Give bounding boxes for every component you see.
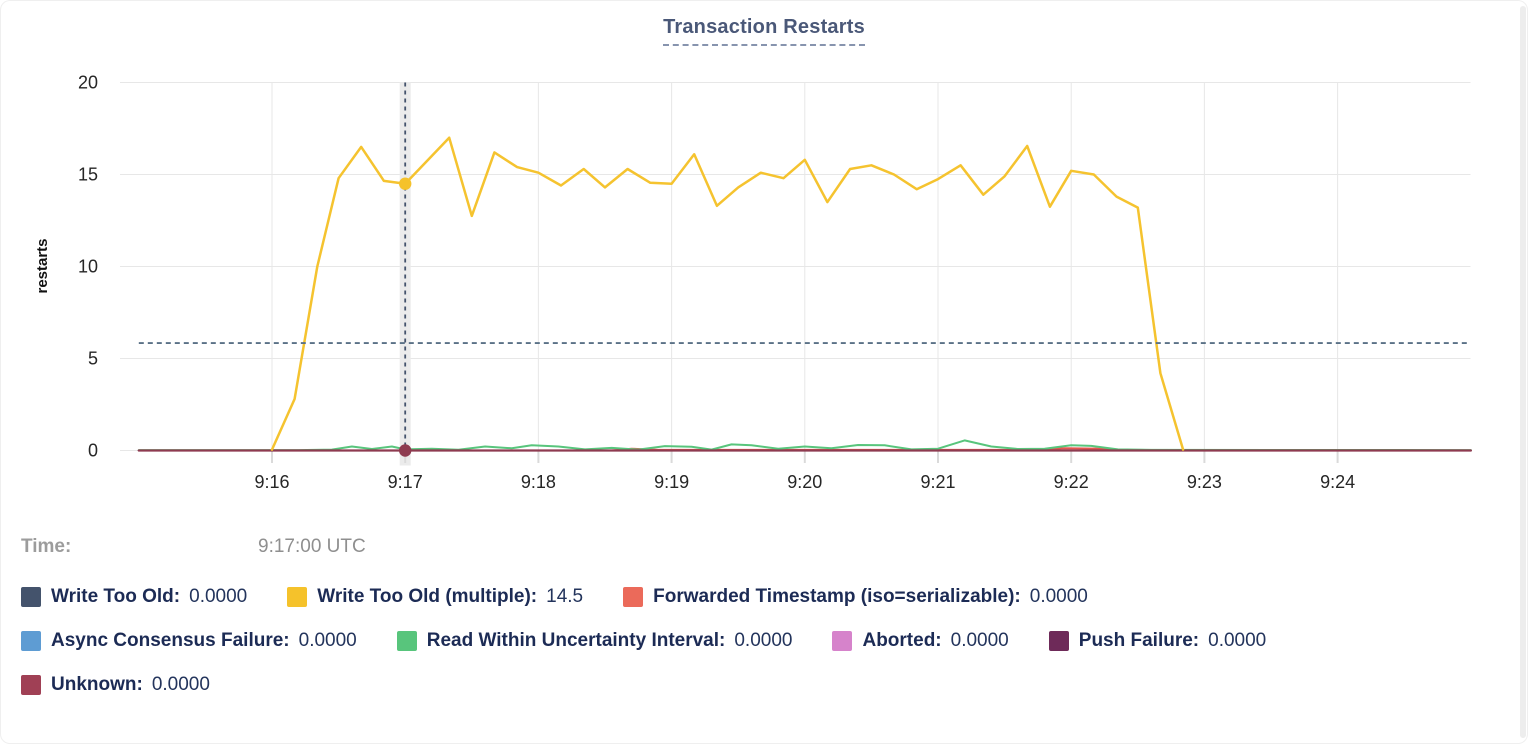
chart-title-wrap: Transaction Restarts — [0, 16, 1528, 46]
legend-value: 0.0000 — [189, 586, 248, 607]
legend-label: Push Failure: — [1078, 630, 1200, 651]
legend-swatch-icon — [21, 675, 41, 695]
legend-row: Unknown: 0.0000 — [21, 674, 1504, 696]
legend-swatch-icon — [1048, 631, 1069, 651]
hover-point-write-too-old-multiple- — [399, 177, 412, 190]
legend-label: Forwarded Timestamp (iso=serializable): — [653, 586, 1021, 607]
legend-value: 0.0000 — [298, 630, 357, 651]
legend-label: Read Within Uncertainty Interval: — [426, 630, 726, 651]
legend-label: Aborted: — [862, 630, 942, 651]
legend-value: 0.0000 — [734, 630, 793, 651]
legend-label: Async Consensus Failure: — [51, 630, 290, 651]
legend-item-aborted[interactable]: Aborted: 0.0000 — [832, 630, 1009, 652]
x-tick-label: 9:22 — [1054, 472, 1089, 492]
x-tick-label: 9:24 — [1320, 472, 1355, 492]
x-tick-label: 9:17 — [388, 472, 423, 492]
legend-value: 0.0000 — [1029, 586, 1088, 607]
y-tick-label: 5 — [88, 349, 98, 369]
legend-swatch-icon — [21, 631, 41, 651]
chart-title[interactable]: Transaction Restarts — [663, 16, 865, 46]
legend-item-write-too-old[interactable]: Write Too Old: 0.0000 — [21, 586, 247, 608]
y-axis-title: restarts — [34, 238, 51, 293]
legend-item-push-failure[interactable]: Push Failure: 0.0000 — [1048, 630, 1267, 652]
chart-hover-area[interactable] — [120, 83, 1471, 451]
chart-legend: Write Too Old: 0.0000 Write Too Old (multi… — [21, 586, 1504, 718]
legend-item-read-within-uncertainty-interval[interactable]: Read Within Uncertainty Interval: 0.0000 — [396, 630, 793, 652]
legend-label: Unknown: — [51, 674, 143, 695]
x-tick-label: 9:16 — [254, 472, 289, 492]
x-tick-label: 9:21 — [920, 472, 955, 492]
x-tick-label: 9:20 — [787, 472, 822, 492]
x-axis: 9:16 9:17 9:18 9:19 9:20 9:21 9:22 9:23 9:24 — [254, 450, 1355, 492]
series-line-write-too-old-multiple- — [270, 136, 1185, 451]
time-value: 9:17:00 UTC — [258, 536, 366, 557]
legend-label: Write Too Old: — [51, 586, 181, 607]
legend-swatch-icon — [396, 631, 417, 651]
time-label: Time: — [21, 536, 72, 557]
legend-item-unknown[interactable]: Unknown: 0.0000 — [21, 674, 210, 696]
legend-value: 0.0000 — [950, 630, 1009, 651]
y-tick-label: 0 — [88, 441, 98, 461]
legend-swatch-icon — [287, 587, 308, 607]
y-tick-label: 15 — [78, 165, 98, 185]
legend-item-async-consensus-failure[interactable]: Async Consensus Failure: 0.0000 — [21, 630, 357, 652]
y-axis: 0 5 10 15 20 — [78, 73, 98, 461]
hover-highlight-band — [399, 82, 411, 466]
legend-swatch-icon — [623, 587, 644, 607]
y-tick-label: 20 — [78, 73, 98, 93]
hover-point-unknown — [399, 444, 412, 457]
legend-value: 14.5 — [546, 586, 584, 607]
legend-item-write-too-old-multiple[interactable]: Write Too Old (multiple): 14.5 — [287, 586, 583, 608]
scrollbar-gutter[interactable] — [1520, 6, 1526, 738]
legend-value: 0.0000 — [1208, 630, 1267, 651]
legend-swatch-icon — [832, 631, 853, 651]
legend-label: Write Too Old (multiple): — [317, 586, 538, 607]
legend-item-forwarded-timestamp-iso-serializable[interactable]: Forwarded Timestamp (iso=serializable): 0… — [623, 586, 1088, 608]
legend-row: Async Consensus Failure: 0.0000 Read Withi… — [21, 630, 1504, 652]
y-tick-label: 10 — [78, 257, 98, 277]
x-tick-label: 9:18 — [521, 472, 556, 492]
legend-swatch-icon — [21, 587, 41, 607]
x-tick-label: 9:19 — [654, 472, 689, 492]
hover-time-row: Time: 9:17:00 UTC — [21, 536, 1501, 562]
legend-row: Write Too Old: 0.0000 Write Too Old (multi… — [21, 586, 1504, 608]
transaction-restarts-chart[interactable]: 9:16 9:17 9:18 9:19 9:20 9:21 9:22 9:23 9:24 0 5 10… — [0, 60, 1528, 512]
x-tick-label: 9:23 — [1187, 472, 1222, 492]
legend-value: 0.0000 — [151, 674, 210, 695]
